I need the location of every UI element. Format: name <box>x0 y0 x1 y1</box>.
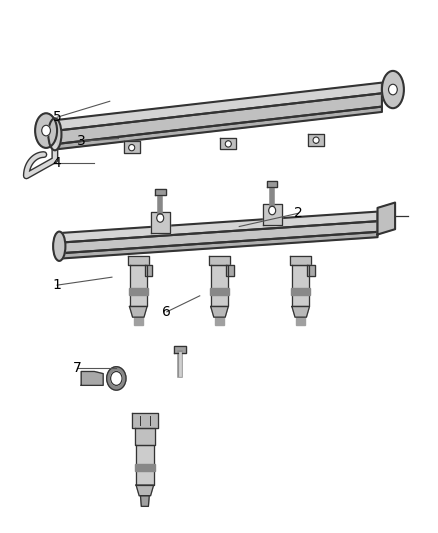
Polygon shape <box>57 107 381 149</box>
Polygon shape <box>135 464 154 471</box>
Circle shape <box>268 206 275 215</box>
Polygon shape <box>124 141 139 153</box>
Polygon shape <box>307 265 314 276</box>
Polygon shape <box>136 445 153 485</box>
Ellipse shape <box>225 141 231 147</box>
Polygon shape <box>291 265 309 306</box>
Text: 7: 7 <box>72 361 81 375</box>
Circle shape <box>110 372 122 385</box>
Polygon shape <box>307 134 323 146</box>
Ellipse shape <box>128 144 134 151</box>
Polygon shape <box>155 189 165 195</box>
Polygon shape <box>57 93 381 144</box>
Text: 6: 6 <box>162 305 171 319</box>
Polygon shape <box>220 138 236 149</box>
Polygon shape <box>262 204 281 225</box>
Ellipse shape <box>48 118 61 150</box>
Text: 3: 3 <box>77 134 85 148</box>
Polygon shape <box>145 265 152 276</box>
Polygon shape <box>296 317 304 325</box>
Ellipse shape <box>381 71 403 108</box>
Text: 4: 4 <box>53 156 61 169</box>
Polygon shape <box>210 265 228 306</box>
Polygon shape <box>140 496 149 506</box>
Polygon shape <box>81 372 103 385</box>
Circle shape <box>42 125 50 136</box>
Polygon shape <box>174 346 185 353</box>
Polygon shape <box>61 221 377 253</box>
Polygon shape <box>135 428 154 445</box>
Polygon shape <box>226 265 233 276</box>
Ellipse shape <box>312 137 318 143</box>
Text: 5: 5 <box>53 110 61 124</box>
Polygon shape <box>290 256 311 265</box>
Polygon shape <box>209 288 229 295</box>
Circle shape <box>106 367 126 390</box>
Polygon shape <box>150 212 170 233</box>
Polygon shape <box>129 265 147 306</box>
Polygon shape <box>266 181 277 187</box>
Polygon shape <box>208 256 230 265</box>
Polygon shape <box>57 83 381 131</box>
Polygon shape <box>127 256 148 265</box>
Polygon shape <box>129 306 147 317</box>
Polygon shape <box>134 317 142 325</box>
Text: 2: 2 <box>293 206 302 220</box>
Polygon shape <box>61 232 377 259</box>
Text: 1: 1 <box>53 278 61 292</box>
Polygon shape <box>131 413 158 428</box>
Circle shape <box>388 84 396 95</box>
Polygon shape <box>136 485 153 496</box>
Polygon shape <box>128 288 148 295</box>
Polygon shape <box>210 306 228 317</box>
Polygon shape <box>377 203 394 235</box>
Polygon shape <box>61 212 377 243</box>
Ellipse shape <box>53 231 65 261</box>
Circle shape <box>156 214 163 222</box>
Polygon shape <box>215 317 223 325</box>
Polygon shape <box>291 306 309 317</box>
Polygon shape <box>290 288 310 295</box>
Ellipse shape <box>35 114 57 148</box>
